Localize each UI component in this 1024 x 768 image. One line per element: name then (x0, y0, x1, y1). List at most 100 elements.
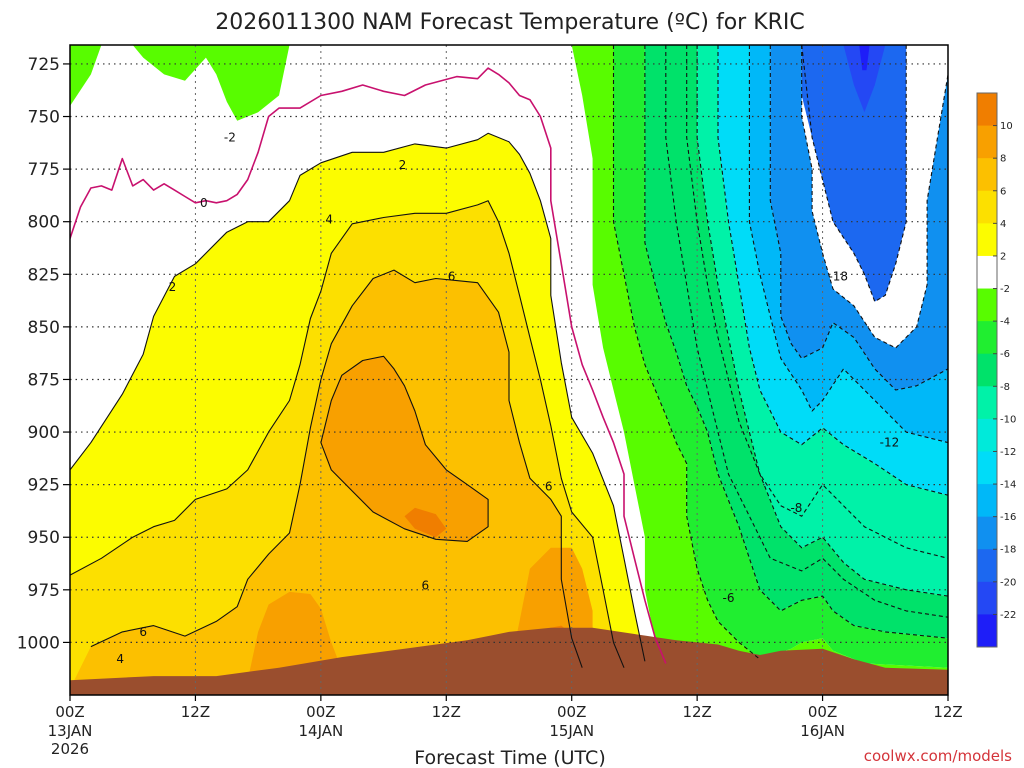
contour-m10 (696, 45, 948, 597)
colorbar-swatch-11 (977, 451, 997, 485)
contour-m12 (717, 45, 948, 496)
colorbar-swatch-16 (977, 614, 997, 648)
colorbar-label-10: -12 (1000, 447, 1016, 458)
x-axis-label: Forecast Time (UTC) (414, 747, 605, 768)
colorbar-swatch-3 (977, 190, 997, 224)
contour-label-7: -12 (880, 436, 900, 450)
contour-label-12: 6 (139, 625, 147, 639)
region-cold-m18-m20 (770, 45, 948, 390)
region-cold-m2-m4 (613, 45, 948, 668)
x-tick-label-84: 12Z (933, 703, 962, 721)
y-tick-label-775: 775 (28, 160, 60, 180)
y-tick-label-975: 975 (28, 581, 60, 601)
contour-label-9: 6 (545, 480, 553, 494)
x-tick-label-36: 12Z (432, 703, 461, 721)
region-cold-0-m2 (571, 45, 948, 695)
colorbar-label-14: -20 (1000, 577, 1016, 588)
y-tick-label-800: 800 (28, 213, 60, 233)
contour-m4 (644, 45, 948, 639)
x-tick-label-48: 00Z (557, 703, 586, 721)
colorbar-label-13: -18 (1000, 545, 1016, 556)
region-terrain (70, 627, 948, 695)
y-tick-label-725: 725 (28, 55, 60, 75)
contour-m14 (748, 45, 948, 444)
y-tick-label-925: 925 (28, 476, 60, 496)
contour-label-6: -18 (828, 269, 848, 283)
colorbar-swatch-1 (977, 125, 997, 159)
x-tick-label-24: 00Z (306, 703, 335, 721)
colorbar-label-8: -8 (1000, 382, 1010, 393)
colorbar-swatch-9 (977, 386, 997, 420)
y-tick-label-850: 850 (28, 318, 60, 338)
y-tick-label-950: 950 (28, 528, 60, 548)
contour-2 (70, 132, 646, 662)
region-cold-m4-m10 (644, 45, 948, 639)
region-cold-above-warm2 (132, 45, 290, 121)
contour-labels: -2 0 2 4 2 6 -18 -12 -8 6 6 -6 6 4 (116, 131, 899, 667)
colorbar-swatch-14 (977, 549, 997, 583)
colorbar-label-2: 6 (1000, 186, 1006, 197)
contour-label-11: -6 (723, 591, 735, 605)
region-warm-4-6 (70, 270, 604, 689)
colorbar-label-4: 2 (1000, 251, 1006, 262)
contour-8 (320, 355, 489, 542)
colorbar-label-5: -2 (1000, 284, 1010, 295)
y-axis-ticks: 725 750 775 800 825 850 875 900 925 950 975 1000 (17, 55, 70, 653)
contour-m8 (686, 45, 948, 559)
colorbar-swatch-13 (977, 516, 997, 550)
contour-label-13: 4 (116, 652, 124, 666)
colorbar-swatch-12 (977, 484, 997, 518)
colorbar-swatch-2 (977, 158, 997, 192)
x-tick-label-0: 00Z (55, 703, 84, 721)
colorbar: 10 8 6 4 2 -2 -4 -6 -8 -10 -12 -14 -16 -18 -20 -22 (976, 92, 1016, 648)
y-tick-label-1000: 1000 (17, 633, 60, 653)
contour-6 (90, 269, 583, 668)
colorbar-label-11: -14 (1000, 480, 1016, 491)
x-tick-label-12: 12Z (181, 703, 210, 721)
region-cold-m20-m22 (801, 45, 907, 302)
region-cold-core (859, 45, 870, 71)
plot-frame (69, 44, 949, 696)
colorbar-label-15: -22 (1000, 610, 1016, 621)
contour-m2 (612, 45, 761, 660)
colorbar-swatch-10 (977, 418, 997, 452)
region-warm-8-10b (404, 507, 447, 538)
colorbar-label-9: -10 (1000, 414, 1016, 425)
x-tick-date-24: 14JAN (298, 722, 343, 740)
credit-text: coolwx.com/models (864, 747, 1012, 765)
colorbar-swatch-8 (977, 353, 997, 387)
contour-m18 (801, 45, 948, 349)
x-tick-date-48: 15JAN (549, 722, 594, 740)
colorbar-label-7: -6 (1000, 349, 1010, 360)
chart-title: 2026011300 NAM Forecast Temperature (ºC)… (215, 10, 805, 35)
grid-lines (70, 45, 948, 695)
contour-label-3: 4 (325, 213, 333, 227)
filled-regions (70, 45, 948, 695)
region-cold-above-warm (70, 45, 102, 106)
colorbar-swatch-5 (977, 255, 997, 290)
colorbar-swatch-15 (977, 581, 997, 615)
region-cold-m16-m18 (749, 45, 948, 443)
contour-4 (70, 200, 625, 668)
contour-label-0: -2 (224, 131, 236, 145)
x-tick-date-0: 13JAN (48, 722, 93, 740)
contour-m6 (665, 45, 948, 618)
region-cold-m22-m24 (843, 45, 886, 113)
contour-m20 (801, 45, 907, 303)
colorbar-label-3: 4 (1000, 219, 1006, 230)
contour-label-1: 0 (200, 196, 208, 210)
colorbar-swatch-0 (977, 93, 997, 127)
contour-label-10: 6 (422, 579, 430, 593)
colorbar-swatch-6 (977, 288, 997, 322)
colorbar-frame (976, 92, 998, 648)
colorbar-label-0: 10 (1000, 121, 1013, 132)
x-tick-year-0: 2026 (51, 740, 89, 758)
colorbar-label-12: -16 (1000, 512, 1016, 523)
colorbar-swatch-7 (977, 321, 997, 355)
y-tick-label-750: 750 (28, 108, 60, 128)
contour-label-5: 6 (448, 269, 456, 283)
contour-lines (70, 45, 948, 668)
colorbar-label-1: 8 (1000, 154, 1006, 165)
region-warm-6-8b (247, 591, 342, 681)
